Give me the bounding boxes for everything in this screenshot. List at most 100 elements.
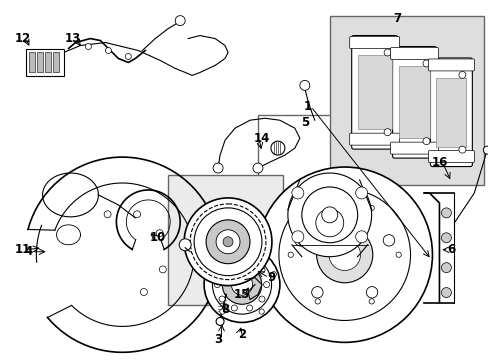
Circle shape — [246, 305, 252, 311]
FancyBboxPatch shape — [349, 37, 399, 49]
Circle shape — [316, 227, 372, 283]
FancyBboxPatch shape — [392, 46, 436, 158]
Circle shape — [222, 265, 261, 304]
Circle shape — [159, 266, 166, 273]
Circle shape — [321, 207, 337, 223]
Circle shape — [315, 209, 343, 237]
Circle shape — [314, 299, 320, 304]
Circle shape — [395, 252, 401, 257]
Circle shape — [85, 44, 91, 50]
Circle shape — [422, 60, 429, 67]
Circle shape — [441, 233, 450, 243]
Text: 11: 11 — [15, 243, 31, 256]
Text: 1: 1 — [303, 100, 311, 113]
Circle shape — [311, 287, 323, 298]
FancyBboxPatch shape — [349, 133, 399, 145]
Circle shape — [212, 255, 271, 314]
Circle shape — [294, 235, 305, 246]
Circle shape — [314, 206, 320, 211]
Circle shape — [338, 203, 350, 214]
Circle shape — [156, 230, 163, 237]
Circle shape — [231, 305, 237, 311]
Circle shape — [246, 258, 252, 264]
Circle shape — [223, 237, 233, 247]
Circle shape — [301, 187, 357, 243]
Circle shape — [287, 252, 293, 257]
Text: 10: 10 — [150, 231, 166, 244]
Circle shape — [207, 272, 212, 277]
Bar — [52, 53, 59, 72]
Circle shape — [458, 146, 465, 153]
FancyBboxPatch shape — [427, 150, 473, 163]
Bar — [25, 49, 63, 76]
Circle shape — [441, 288, 450, 298]
Circle shape — [213, 163, 223, 173]
Circle shape — [194, 208, 262, 276]
Circle shape — [231, 258, 237, 264]
Circle shape — [270, 272, 276, 277]
Circle shape — [258, 267, 264, 273]
Circle shape — [219, 309, 224, 314]
Text: 14: 14 — [253, 132, 269, 145]
Circle shape — [355, 187, 367, 199]
Circle shape — [231, 274, 252, 295]
Bar — [44, 53, 50, 72]
Circle shape — [105, 48, 111, 54]
Circle shape — [203, 247, 279, 323]
Circle shape — [270, 141, 285, 155]
Text: 2: 2 — [238, 328, 245, 341]
Circle shape — [368, 299, 374, 304]
Circle shape — [252, 163, 263, 173]
Circle shape — [216, 230, 240, 254]
Circle shape — [256, 167, 431, 342]
Circle shape — [355, 231, 367, 243]
Circle shape — [205, 220, 249, 264]
Text: 7: 7 — [393, 12, 401, 25]
Circle shape — [383, 129, 390, 136]
Circle shape — [179, 239, 191, 251]
Circle shape — [458, 71, 465, 78]
Circle shape — [239, 249, 244, 254]
Circle shape — [383, 235, 394, 246]
Text: 12: 12 — [15, 32, 31, 45]
Bar — [329, 15, 483, 185]
Circle shape — [366, 287, 377, 298]
Circle shape — [259, 309, 264, 314]
Circle shape — [258, 296, 264, 302]
Bar — [168, 175, 283, 305]
Circle shape — [184, 198, 271, 285]
Bar — [398, 67, 429, 138]
FancyBboxPatch shape — [427, 59, 473, 71]
Circle shape — [133, 211, 140, 218]
Circle shape — [441, 208, 450, 218]
Text: 3: 3 — [214, 333, 222, 346]
Circle shape — [383, 49, 390, 56]
Circle shape — [214, 282, 220, 288]
FancyBboxPatch shape — [390, 142, 438, 154]
Text: 6: 6 — [447, 243, 455, 256]
Bar — [357, 55, 391, 129]
Circle shape — [287, 173, 371, 257]
Text: 15: 15 — [233, 288, 250, 301]
Bar — [37, 53, 42, 72]
Circle shape — [263, 282, 269, 288]
Text: 16: 16 — [430, 156, 447, 168]
Circle shape — [482, 146, 488, 154]
FancyBboxPatch shape — [351, 36, 397, 149]
FancyBboxPatch shape — [429, 58, 471, 167]
Circle shape — [291, 187, 303, 199]
FancyBboxPatch shape — [390, 48, 438, 59]
Bar — [436, 78, 466, 147]
Circle shape — [278, 189, 410, 320]
Bar — [258, 115, 397, 270]
Text: 8: 8 — [221, 303, 229, 316]
Circle shape — [125, 54, 131, 59]
Text: 5: 5 — [300, 116, 308, 129]
Circle shape — [328, 239, 360, 270]
Circle shape — [104, 211, 111, 218]
Text: 9: 9 — [267, 271, 276, 284]
Circle shape — [441, 263, 450, 273]
Circle shape — [422, 138, 429, 145]
Circle shape — [175, 15, 185, 26]
Circle shape — [368, 206, 374, 211]
